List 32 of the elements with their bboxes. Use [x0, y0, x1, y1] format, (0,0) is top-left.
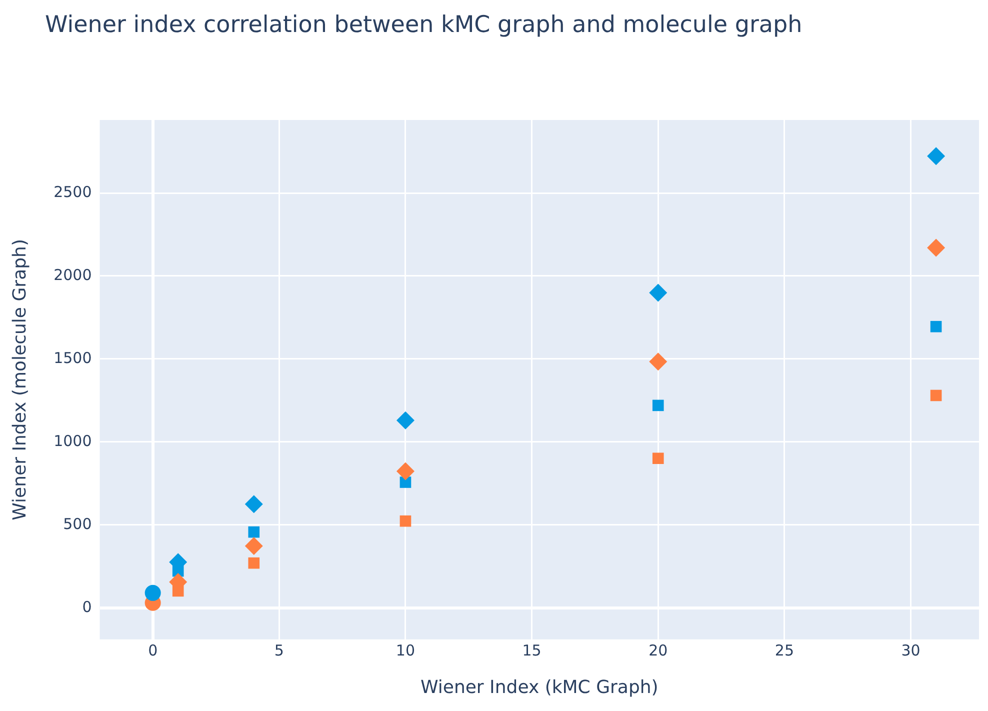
y-tick-label: 0 [82, 598, 92, 616]
y-tick-label: 1500 [54, 348, 92, 367]
point [248, 557, 260, 569]
y-axis-title: Wiener Index (molecule Graph) [9, 239, 30, 520]
y-tick-label: 500 [63, 514, 92, 533]
point [649, 284, 668, 302]
x-tick-label: 25 [774, 641, 794, 660]
point [396, 411, 414, 430]
y-tick-label: 1000 [54, 432, 92, 450]
point [144, 584, 161, 601]
x-tick-label: 15 [522, 641, 542, 660]
point [652, 452, 664, 464]
point [927, 147, 946, 166]
y-tick-label: 2000 [54, 266, 92, 284]
x-axis-title: Wiener Index (kMC Graph) [420, 676, 658, 698]
point [927, 238, 946, 257]
point [652, 400, 664, 412]
point [244, 536, 263, 555]
point [400, 515, 412, 527]
point [649, 352, 668, 371]
y-tick-label: 2500 [54, 182, 92, 201]
point [930, 390, 942, 402]
x-tick-label: 0 [148, 641, 158, 660]
point [930, 320, 942, 332]
point [248, 526, 260, 538]
point [396, 462, 414, 480]
x-tick-label: 20 [648, 641, 668, 660]
chart-title: Wiener index correlation between kMC graph and molecule graph [45, 12, 802, 38]
point [244, 495, 263, 514]
x-tick-label: 30 [901, 641, 920, 660]
x-tick-label: 10 [396, 641, 416, 660]
x-tick-label: 5 [274, 641, 284, 660]
